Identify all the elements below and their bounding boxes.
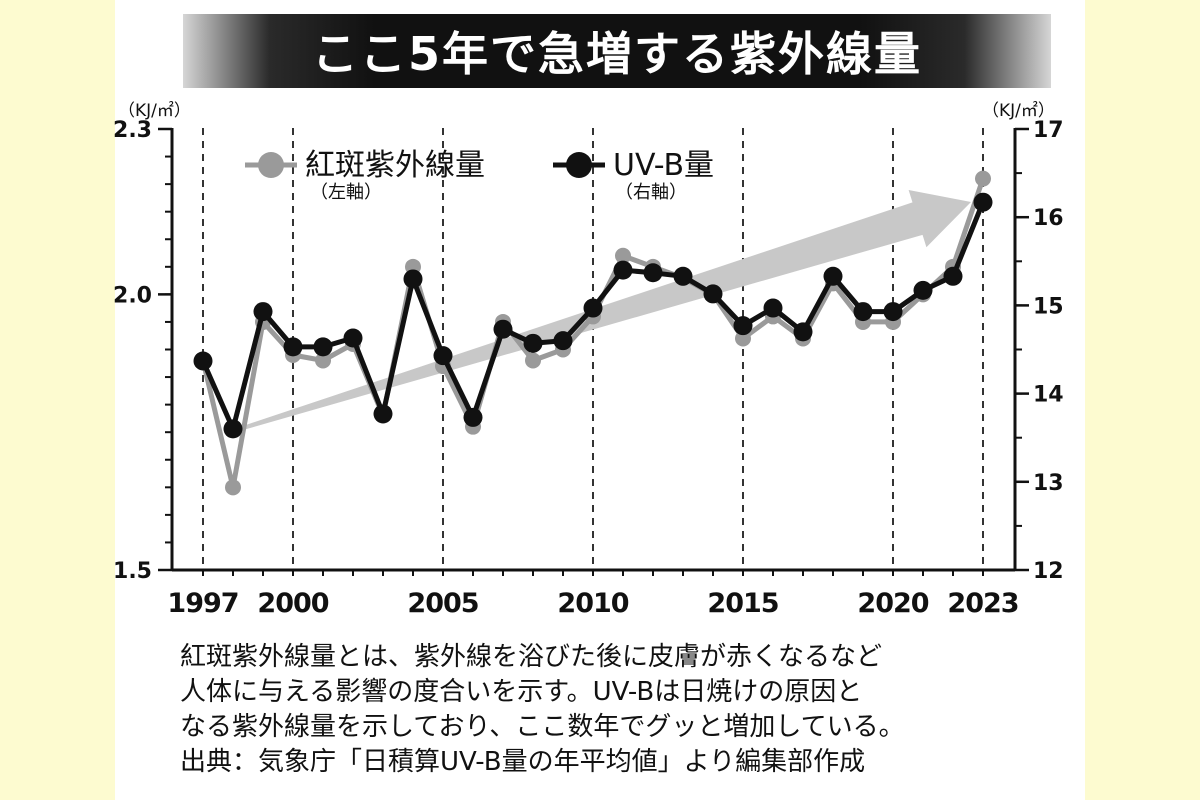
x-tick-label-2015: 2015 — [707, 588, 778, 619]
data-point-2023 — [973, 192, 993, 212]
x-tick-label-2005: 2005 — [407, 588, 478, 619]
caption-line-3: なる紫外線量を示しており、ここ数年でグッと増加している。 — [180, 712, 905, 742]
right-tick-label: 17 — [1033, 118, 1064, 143]
right-tick-label: 13 — [1033, 471, 1064, 496]
data-point-2005 — [433, 346, 453, 366]
data-point-2020 — [883, 302, 903, 322]
data-point-1998 — [225, 479, 241, 496]
data-point-2009 — [553, 331, 573, 351]
right-tick-label: 12 — [1033, 559, 1064, 584]
data-point-2011 — [613, 260, 633, 280]
x-tick-label-2010: 2010 — [557, 588, 628, 619]
legend-marker — [258, 152, 284, 178]
right-tick-label: 16 — [1033, 206, 1064, 231]
chart-title: ここ5年で急増する紫外線量 — [311, 27, 922, 81]
x-tick-label-2023: 2023 — [947, 588, 1018, 619]
left-tick-label: 1.5 — [113, 559, 152, 584]
legend-axis-note: （左軸） — [310, 182, 382, 203]
x-tick-label-1997: 1997 — [167, 588, 238, 619]
data-point-1998 — [223, 419, 243, 439]
data-point-2015 — [735, 330, 751, 347]
data-point-2008 — [523, 333, 543, 353]
right-axis-unit: （KJ/㎡） — [982, 101, 1055, 121]
caption-line-1: 紅斑紫外線量とは、紫外線を浴びた後に皮膚が赤くなるなど — [180, 642, 883, 672]
data-point-2016 — [763, 298, 783, 318]
title-banner: ここ5年で急増する紫外線量 — [183, 14, 1051, 88]
series-uv-b — [193, 192, 993, 439]
data-point-2000 — [283, 337, 303, 357]
data-point-2014 — [703, 284, 723, 304]
right-tick-label: 14 — [1033, 383, 1064, 408]
data-point-2018 — [823, 266, 843, 286]
data-point-2019 — [853, 302, 873, 322]
legend-item-erythemal-uv: 紅斑紫外線量（左軸） — [245, 148, 485, 203]
x-tick-label-2000: 2000 — [257, 588, 328, 619]
data-point-2007 — [493, 319, 513, 339]
data-point-2001 — [315, 352, 331, 369]
legend-item-uv-b: UV-B量（右軸） — [553, 148, 714, 203]
data-point-2004 — [403, 269, 423, 289]
data-point-2011 — [615, 247, 631, 264]
caption: 紅斑紫外線量とは、紫外線を浴びた後に皮膚が赤くなるなど 人体に与える影響の度合い… — [180, 640, 1040, 780]
trend-arrow-shape — [242, 189, 971, 430]
x-tick-label-2020: 2020 — [857, 588, 928, 619]
data-point-1999 — [253, 302, 273, 322]
data-point-2012 — [643, 263, 663, 283]
legend-label: 紅斑紫外線量 — [305, 148, 485, 183]
data-point-2023 — [975, 170, 991, 187]
caption-line-2: 人体に与える影響の度合いを示す。UV-Bは日焼けの原因と — [180, 677, 863, 707]
legend-marker — [566, 152, 592, 178]
data-point-1997 — [193, 351, 213, 371]
data-point-2006 — [463, 407, 483, 427]
data-point-2015 — [733, 316, 753, 336]
trend-arrow — [242, 189, 971, 430]
data-point-2003 — [373, 404, 393, 424]
left-tick-label: 2.3 — [113, 118, 152, 143]
data-point-2001 — [313, 337, 333, 357]
legend-label: UV-B量 — [613, 148, 714, 183]
chart-card — [115, 0, 1085, 800]
data-point-2017 — [793, 322, 813, 342]
data-point-2002 — [343, 328, 363, 348]
right-tick-label: 15 — [1033, 294, 1064, 319]
data-point-2013 — [673, 266, 693, 286]
caption-line-4: 出典：気象庁「日積算UV-B量の年平均値」より編集部作成 — [180, 747, 866, 777]
legend: 紅斑紫外線量（左軸） UV-B量（右軸） — [245, 148, 714, 203]
left-axis-unit: （KJ/㎡） — [118, 101, 191, 121]
data-point-2022 — [943, 266, 963, 286]
left-tick-label: 2.0 — [113, 283, 152, 308]
legend-axis-note: （右軸） — [615, 182, 687, 203]
data-point-2021 — [913, 280, 933, 300]
data-point-2008 — [525, 352, 541, 369]
data-point-2010 — [583, 298, 603, 318]
series-layer — [193, 170, 993, 496]
